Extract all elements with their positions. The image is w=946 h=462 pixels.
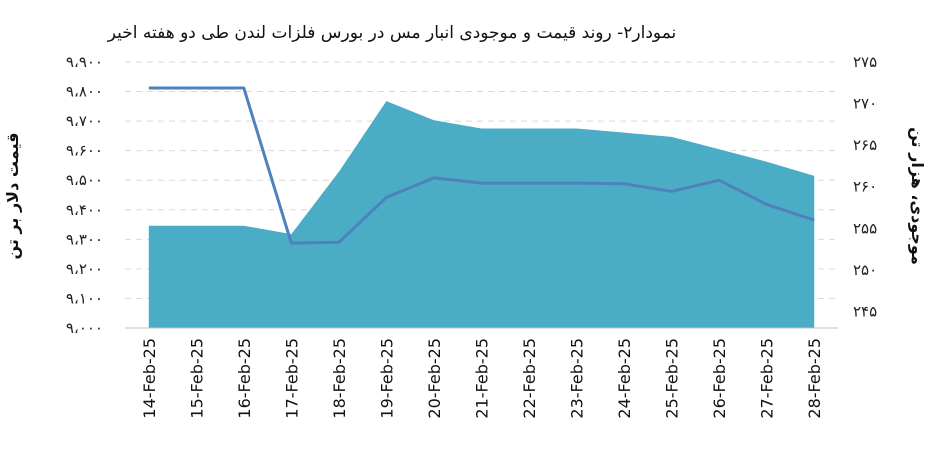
right-tick-label: ۲۷۵ <box>853 53 877 71</box>
x-tick-label: 14-Feb-25 <box>140 338 159 419</box>
inventory-area-layer <box>125 101 838 329</box>
right-tick-label: ۲۵۰ <box>853 261 877 279</box>
x-tick-label: 20-Feb-25 <box>425 338 444 419</box>
right-tick-label: ۲۴۵ <box>853 302 877 320</box>
inventory-area <box>148 101 815 328</box>
x-tick-label: 15-Feb-25 <box>187 338 206 419</box>
right-axis: ۲۴۵ ۲۵۰ ۲۵۵ ۲۶۰ ۲۶۵ ۲۷۰ ۲۷۵ <box>853 53 877 320</box>
left-axis-label: قیمت دلار بر تن <box>3 132 22 259</box>
x-tick-label: 25-Feb-25 <box>663 338 682 419</box>
left-tick-label: ۹،۵۰۰ <box>66 171 103 189</box>
x-tick-label: 19-Feb-25 <box>377 338 396 419</box>
left-tick-label: ۹،۹۰۰ <box>66 53 103 71</box>
left-tick-label: ۹،۲۰۰ <box>66 260 103 278</box>
left-tick-label: ۹،۰۰۰ <box>66 319 103 337</box>
left-axis: ۹،۰۰۰ ۹،۱۰۰ ۹،۲۰۰ ۹،۳۰۰ ۹،۴۰۰ ۹،۵۰۰ ۹،۶۰۰ ۹،۷۰۰… <box>66 53 103 337</box>
x-tick-label: 28-Feb-25 <box>805 338 824 419</box>
x-tick-label: 24-Feb-25 <box>615 338 634 419</box>
right-tick-label: ۲۷۰ <box>853 95 877 113</box>
x-tick-label: 18-Feb-25 <box>330 338 349 419</box>
price-line-layer <box>148 86 815 245</box>
right-tick-label: ۲۶۵ <box>853 136 877 154</box>
right-axis-label: موجودی، هزار تن <box>908 127 927 265</box>
right-tick-label: ۲۶۰ <box>853 178 877 196</box>
x-axis: 14-Feb-25 15-Feb-25 16-Feb-25 17-Feb-25 18-F… <box>140 338 824 419</box>
right-tick-label: ۲۵۵ <box>853 219 877 237</box>
x-tick-label: 23-Feb-25 <box>568 338 587 419</box>
left-tick-label: ۹،۸۰۰ <box>66 83 103 101</box>
x-tick-label: 17-Feb-25 <box>282 338 301 419</box>
left-tick-label: ۹،۶۰۰ <box>66 142 103 160</box>
x-tick-label: 16-Feb-25 <box>235 338 254 419</box>
left-tick-label: ۹،۷۰۰ <box>66 112 103 130</box>
x-tick-label: 22-Feb-25 <box>520 338 539 419</box>
price-line <box>148 86 815 245</box>
left-tick-label: ۹،۳۰۰ <box>66 230 103 248</box>
x-tick-label: 21-Feb-25 <box>473 338 492 419</box>
left-tick-label: ۹،۴۰۰ <box>66 201 103 219</box>
chart-title: نمودار۲- روند قیمت و موجودی انبار مس در … <box>107 23 677 43</box>
left-tick-label: ۹،۱۰۰ <box>66 289 103 307</box>
x-tick-label: 27-Feb-25 <box>758 338 777 419</box>
x-tick-label: 26-Feb-25 <box>710 338 729 419</box>
